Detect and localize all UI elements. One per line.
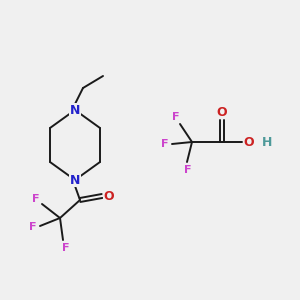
Text: F: F	[172, 112, 180, 122]
Text: O: O	[217, 106, 227, 118]
Text: O: O	[104, 190, 114, 202]
Text: F: F	[29, 222, 37, 232]
Text: N: N	[70, 103, 80, 116]
Text: F: F	[184, 165, 192, 175]
Text: F: F	[32, 194, 40, 204]
Text: O: O	[244, 136, 254, 148]
Text: F: F	[62, 243, 70, 253]
Text: H: H	[262, 136, 272, 148]
Text: F: F	[161, 139, 169, 149]
Text: N: N	[70, 173, 80, 187]
